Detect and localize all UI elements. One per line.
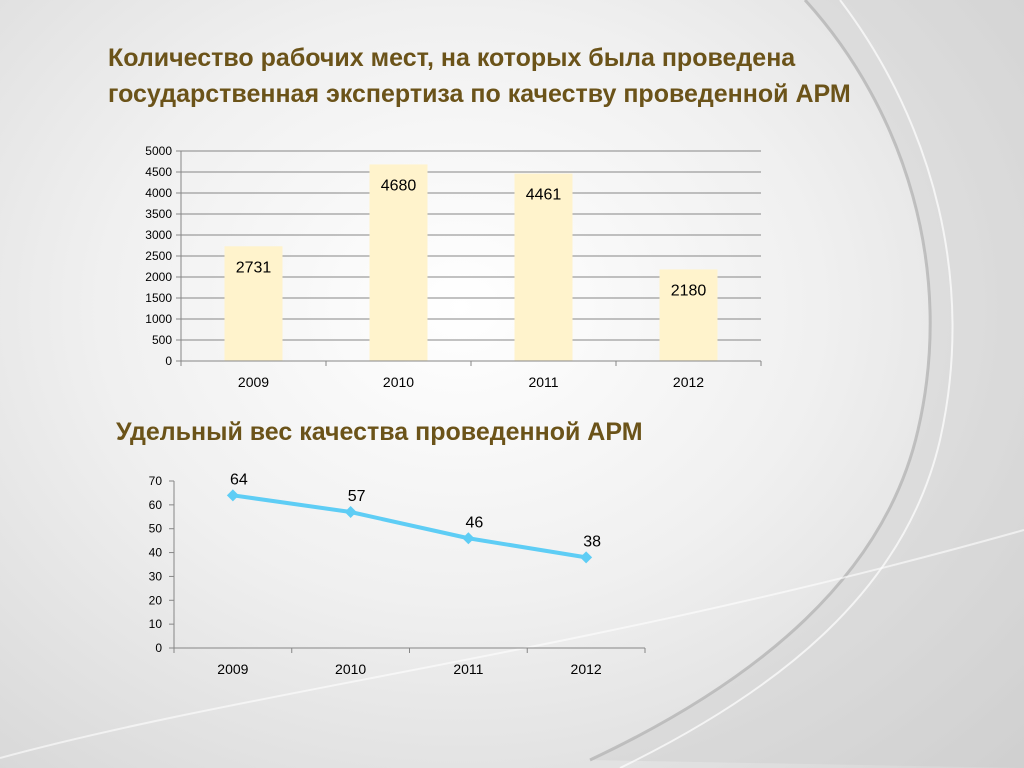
bar-2009 [224, 246, 283, 361]
bar-y-tick-label: 3000 [145, 228, 172, 242]
line-data-label: 64 [230, 471, 248, 488]
line-y-tick-label: 30 [149, 569, 163, 583]
bar-chart-data-labels: 2731 4680 4461 2180 [236, 177, 707, 299]
line-chart-data-labels: 64 57 46 38 [230, 471, 601, 550]
line-y-tick-label: 70 [149, 474, 163, 488]
line-y-tick-label: 60 [149, 498, 163, 512]
bar-y-tick-label: 1000 [145, 312, 172, 326]
bar-data-label: 2180 [671, 282, 707, 299]
line-data-label: 38 [583, 533, 601, 550]
bar-data-label: 2731 [236, 259, 272, 276]
bar-2011 [514, 173, 573, 361]
line-chart-y-ticks: 0 10 20 30 40 50 60 70 [149, 474, 174, 655]
bar-x-tick-label: 2010 [383, 374, 414, 390]
line-marker-2012 [580, 551, 593, 564]
bar-chart-x-ticks: 2009 2010 2011 2012 [180, 361, 762, 390]
line-marker-2010 [344, 506, 357, 519]
line-data-label: 57 [348, 488, 366, 505]
bar-y-tick-label: 4500 [145, 165, 172, 179]
line-marker-2011 [462, 532, 475, 545]
bar-chart: 0 500 1000 1500 2000 2500 3000 3500 4000 4500 5000… [145, 144, 762, 390]
line-y-tick-label: 40 [149, 546, 163, 560]
line-x-tick-label: 2010 [335, 661, 366, 677]
bar-y-tick-label: 2000 [145, 270, 172, 284]
line-chart: 0 10 20 30 40 50 60 70 2009 2010 2011 2012 64 57 46 3… [149, 471, 646, 677]
slide-title: Количество рабочих мест, на которых была… [108, 44, 851, 108]
line-y-tick-label: 10 [149, 617, 163, 631]
bar-y-tick-label: 4000 [145, 186, 172, 200]
bar-y-tick-label: 5000 [145, 144, 172, 158]
bar-y-tick-label: 500 [152, 333, 172, 347]
line-series [232, 493, 587, 560]
bar-chart-y-ticks: 0 500 1000 1500 2000 2500 3000 3500 4000 4500 5000 [145, 144, 181, 368]
bar-2012 [659, 269, 718, 361]
line-chart-x-ticks: 2009 2010 2011 2012 [173, 648, 646, 677]
line-marker-2009 [226, 489, 239, 502]
bar-y-tick-label: 3500 [145, 207, 172, 221]
line-x-tick-label: 2012 [571, 661, 602, 677]
line-x-tick-label: 2011 [453, 661, 483, 677]
line-x-tick-label: 2009 [217, 661, 248, 677]
line-y-tick-label: 0 [155, 641, 162, 655]
bar-y-tick-label: 0 [165, 354, 172, 368]
bar-chart-bars [224, 164, 718, 361]
bar-2010 [369, 164, 428, 361]
bar-x-tick-label: 2009 [238, 374, 269, 390]
line-chart-markers [226, 489, 593, 564]
line-data-label: 46 [465, 514, 483, 531]
bar-y-tick-label: 2500 [145, 249, 172, 263]
line-y-tick-label: 50 [149, 522, 163, 536]
line-y-tick-label: 20 [149, 593, 163, 607]
bar-x-tick-label: 2012 [673, 374, 704, 390]
bar-y-tick-label: 1500 [145, 291, 172, 305]
bar-x-tick-label: 2011 [528, 374, 558, 390]
bar-data-label: 4680 [381, 177, 417, 194]
bar-data-label: 4461 [526, 187, 562, 204]
line-chart-heading: Удельный вес качества проведенной АРМ [116, 418, 643, 446]
